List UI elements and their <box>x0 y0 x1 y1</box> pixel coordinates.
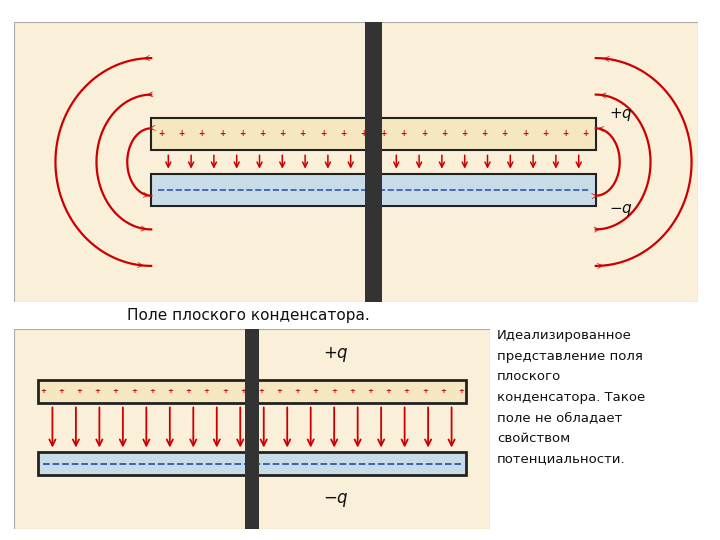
Text: +: + <box>422 388 428 394</box>
Text: +: + <box>360 130 366 138</box>
Text: +: + <box>199 130 205 138</box>
Text: +: + <box>204 388 210 394</box>
Text: +: + <box>58 388 64 394</box>
Text: +: + <box>441 130 447 138</box>
Bar <box>151 174 596 206</box>
Text: Поле плоского конденсатора.: Поле плоского конденсатора. <box>127 308 370 323</box>
Text: +: + <box>462 130 467 138</box>
Text: +: + <box>380 130 387 138</box>
Text: $+q$: $+q$ <box>609 106 634 123</box>
Text: +: + <box>522 130 528 138</box>
Text: +: + <box>502 130 508 138</box>
Text: +: + <box>340 130 346 138</box>
Text: +: + <box>331 388 337 394</box>
Text: +: + <box>179 130 185 138</box>
Bar <box>38 452 466 475</box>
Text: +: + <box>582 130 589 138</box>
Text: +: + <box>385 388 391 394</box>
Bar <box>246 329 258 529</box>
Text: $+q$: $+q$ <box>323 345 349 364</box>
Text: +: + <box>312 388 318 394</box>
Bar <box>151 118 596 150</box>
Text: +: + <box>320 130 326 138</box>
Text: Идеализированное
представление поля
плоского
конденсатора. Такое
поле не обладае: Идеализированное представление поля плос… <box>497 329 645 465</box>
Text: +: + <box>219 130 225 138</box>
Text: +: + <box>440 388 446 394</box>
Text: +: + <box>279 130 286 138</box>
Text: +: + <box>113 388 119 394</box>
Text: +: + <box>258 388 264 394</box>
Text: +: + <box>131 388 137 394</box>
Text: +: + <box>349 388 355 394</box>
Text: +: + <box>240 388 246 394</box>
Text: +: + <box>276 388 282 394</box>
Text: +: + <box>259 130 266 138</box>
Text: +: + <box>76 388 82 394</box>
Text: +: + <box>367 388 373 394</box>
Bar <box>365 22 382 302</box>
Text: +: + <box>458 388 464 394</box>
Text: +: + <box>40 388 46 394</box>
Text: +: + <box>562 130 569 138</box>
Text: +: + <box>186 388 192 394</box>
Text: +: + <box>400 130 407 138</box>
Text: +: + <box>542 130 548 138</box>
Text: +: + <box>239 130 246 138</box>
Text: +: + <box>94 388 100 394</box>
Text: $-q$: $-q$ <box>323 491 349 509</box>
Text: +: + <box>300 130 306 138</box>
Text: +: + <box>482 130 487 138</box>
Text: +: + <box>149 388 155 394</box>
Text: $-q$: $-q$ <box>609 202 634 218</box>
Text: +: + <box>222 388 228 394</box>
Text: +: + <box>158 130 165 138</box>
Text: +: + <box>294 388 300 394</box>
Text: +: + <box>421 130 427 138</box>
Text: +: + <box>167 388 173 394</box>
Bar <box>38 380 466 403</box>
Text: +: + <box>404 388 410 394</box>
